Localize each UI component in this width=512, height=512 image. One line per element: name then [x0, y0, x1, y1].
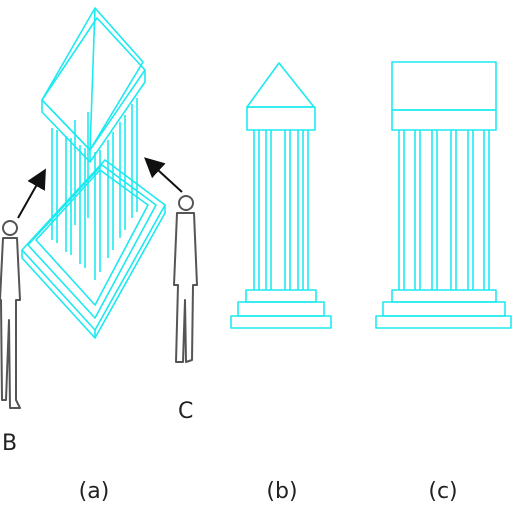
label: C	[178, 399, 193, 424]
temple-front-c	[375, 61, 512, 329]
person-b	[0, 220, 21, 409]
caption: (a)	[79, 479, 110, 504]
arrow	[17, 168, 46, 219]
temple-side-b	[230, 62, 332, 329]
arrow	[144, 157, 183, 193]
temple-isometric	[21, 7, 166, 339]
caption: (c)	[428, 479, 457, 504]
label: B	[2, 431, 17, 456]
caption: (b)	[266, 479, 297, 504]
person-c	[173, 195, 198, 363]
